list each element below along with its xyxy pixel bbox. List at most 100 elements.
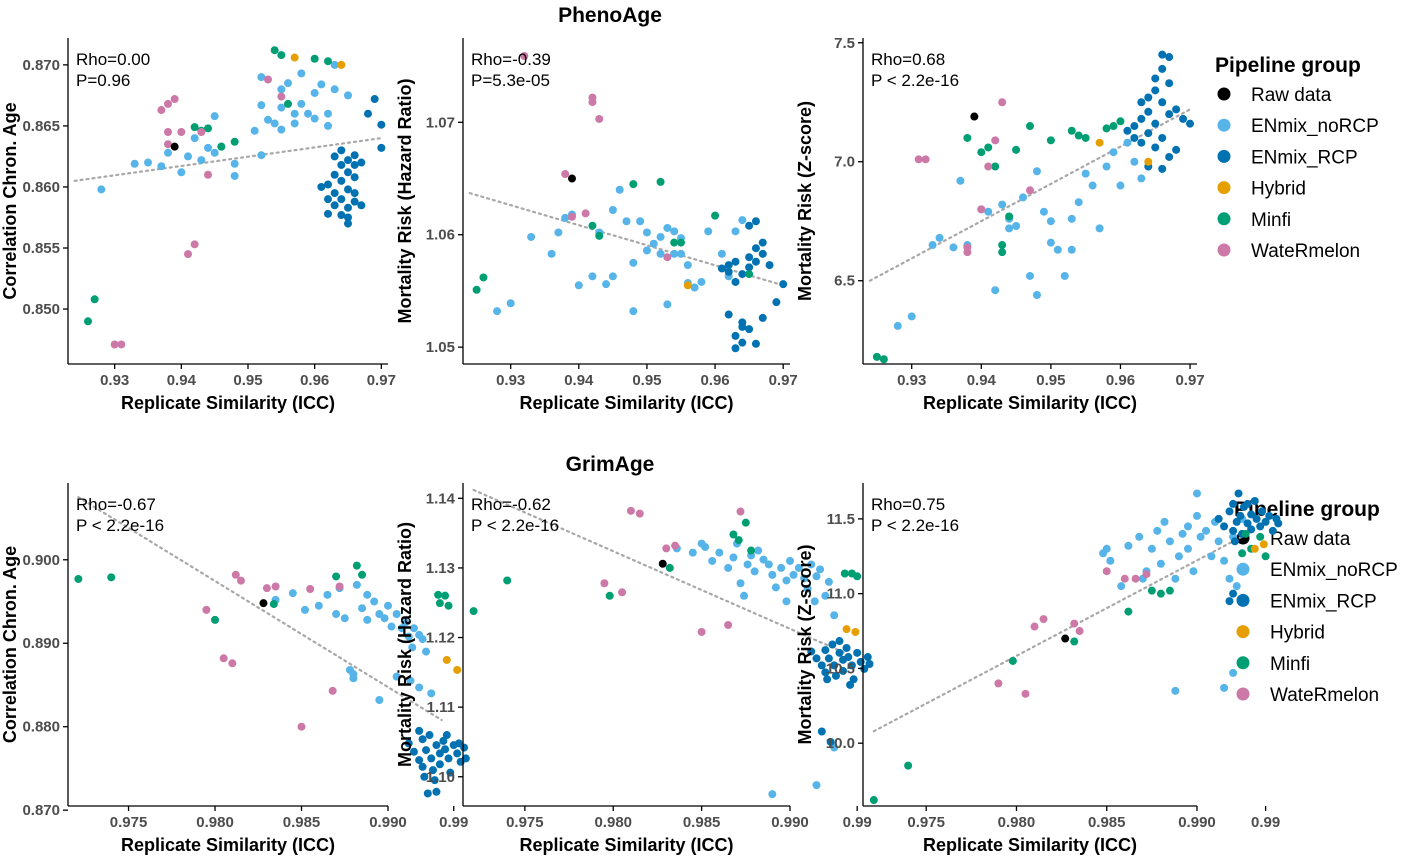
data-point (324, 180, 332, 189)
data-point (717, 264, 726, 273)
data-point (991, 162, 1000, 171)
data-point (344, 168, 352, 177)
y-axis-title: Correlation Chron. Age (0, 102, 20, 299)
data-point (377, 143, 386, 152)
data-point (683, 261, 692, 270)
y-tick-label: 0.850 (22, 301, 60, 318)
data-point (317, 182, 326, 191)
y-axis-title: Mortality Risk (Hazard Ratio) (395, 522, 415, 767)
data-point (1256, 522, 1265, 531)
data-point (337, 195, 346, 204)
data-point (745, 263, 754, 272)
data-point (177, 168, 186, 177)
data-point (956, 176, 965, 185)
legend-top: Pipeline group Raw data ENmix_noRCP ENmix_… (1215, 54, 1379, 262)
data-point (816, 565, 825, 574)
data-point (600, 579, 609, 588)
data-point (595, 231, 604, 240)
x-tick-label: 0.93 (100, 372, 129, 389)
legend-key (1217, 118, 1231, 132)
data-point (1183, 544, 1192, 553)
x-tick-label: 0.975 (110, 814, 148, 831)
data-point (736, 579, 745, 588)
data-point (1032, 290, 1041, 299)
data-point (1274, 519, 1283, 528)
data-point (1151, 119, 1160, 128)
data-point (629, 258, 638, 267)
data-point (1070, 637, 1079, 646)
data-point (444, 754, 453, 763)
data-point (323, 590, 332, 599)
data-point (1081, 133, 1090, 142)
data-point (1032, 167, 1041, 176)
data-point (446, 768, 455, 777)
data-point (1074, 131, 1083, 140)
data-point (1158, 164, 1167, 173)
data-point (745, 221, 754, 230)
data-point (236, 576, 245, 585)
legend-label: Hybrid (1270, 623, 1325, 644)
data-point (690, 283, 699, 292)
data-point (184, 250, 192, 259)
data-point (568, 174, 576, 183)
data-point (506, 299, 515, 308)
data-point (1102, 124, 1111, 133)
data-point (97, 185, 106, 194)
x-tick-label: 0.985 (1088, 814, 1126, 831)
y-axis-title: Mortality Risk (Hazard Ratio) (395, 78, 415, 323)
data-point (588, 221, 597, 230)
x-axis-title: Replicate Similarity (ICC) (923, 393, 1137, 413)
data-point (1109, 148, 1118, 157)
scatter-panel: 0.975 0.980 0.985 0.990 0.99 0.870 0.880 0.890 0… (0, 483, 470, 855)
data-point (595, 114, 604, 123)
data-point (350, 197, 359, 206)
data-point (812, 781, 821, 790)
legend-key (1236, 593, 1250, 607)
data-point (1019, 193, 1028, 202)
data-point (110, 340, 119, 349)
data-point (310, 114, 319, 123)
x-tick-label: 0.99 (843, 814, 872, 831)
data-point (812, 572, 821, 581)
data-point (344, 219, 352, 228)
data-point (554, 228, 563, 237)
data-point (270, 119, 279, 128)
data-point (290, 53, 299, 62)
data-point (430, 776, 439, 785)
data-point (658, 559, 667, 568)
data-point (1144, 107, 1153, 116)
data-point (375, 696, 384, 705)
data-point (1243, 499, 1252, 508)
data-point (461, 754, 470, 763)
data-point (1229, 526, 1238, 535)
data-point (352, 561, 361, 570)
data-point (840, 569, 849, 578)
data-point (581, 209, 590, 218)
data-point (284, 99, 292, 108)
data-point (608, 272, 617, 281)
data-point (423, 789, 432, 798)
data-point (963, 133, 972, 142)
data-point (677, 249, 685, 258)
data-point (812, 654, 821, 663)
data-point (729, 530, 738, 539)
data-point (277, 85, 286, 94)
data-point (1189, 567, 1198, 576)
data-point (1252, 514, 1261, 523)
data-point (184, 152, 192, 161)
data-point (561, 213, 570, 222)
data-point (190, 123, 199, 132)
y-tick-label: 0.880 (22, 719, 60, 736)
data-point (701, 543, 710, 552)
data-point (277, 92, 286, 101)
data-point (357, 158, 366, 167)
data-point (740, 591, 749, 600)
data-point (197, 128, 206, 137)
data-point (724, 261, 733, 270)
data-point (671, 541, 680, 550)
data-point (1144, 157, 1153, 166)
legend-key (1236, 687, 1250, 701)
data-point (768, 570, 777, 579)
data-point (602, 280, 611, 289)
